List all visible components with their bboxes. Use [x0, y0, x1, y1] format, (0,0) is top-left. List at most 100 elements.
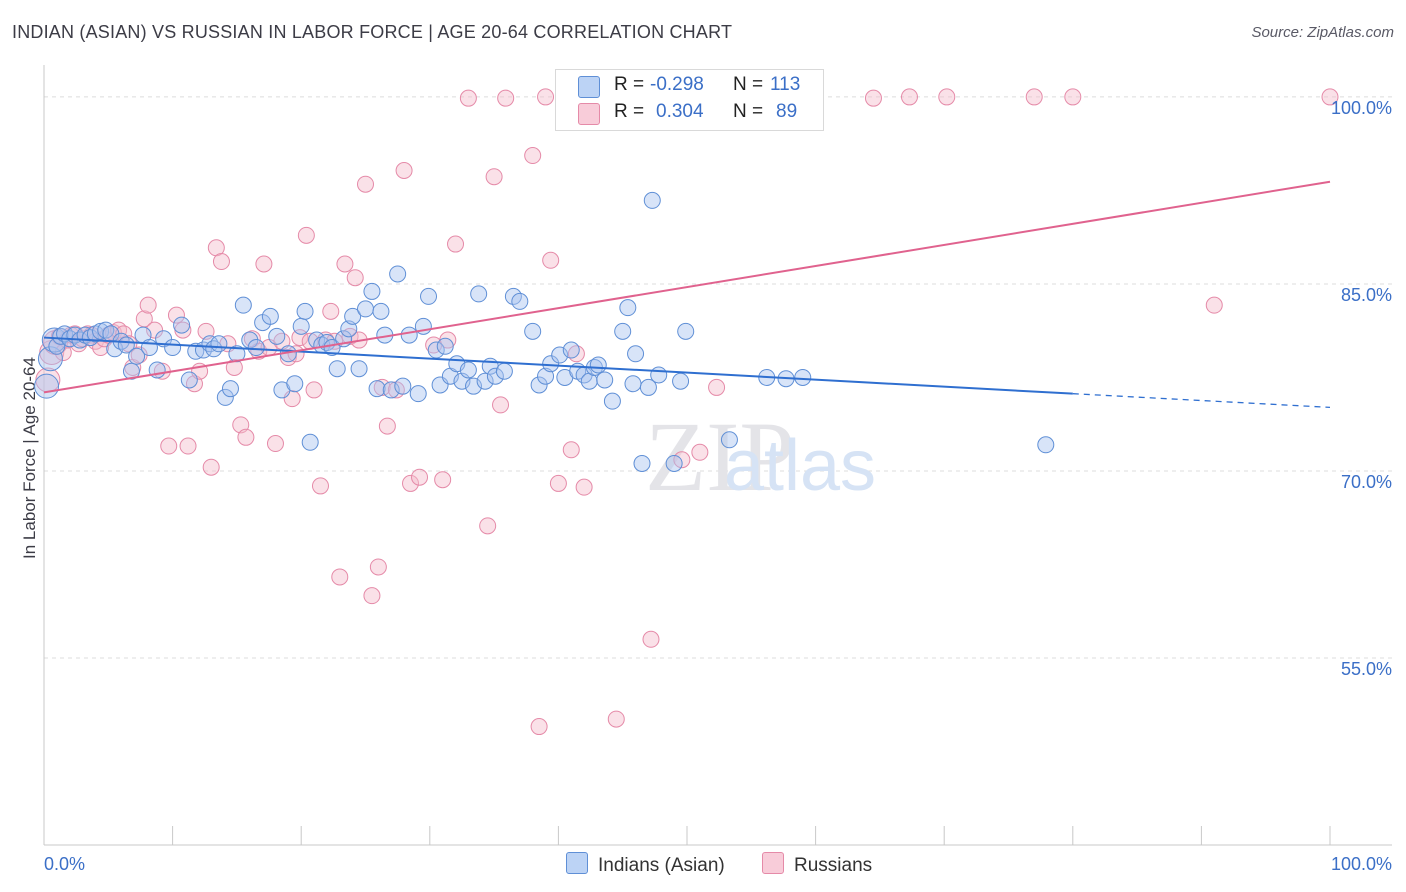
data-point [459, 361, 477, 379]
data-point [485, 168, 503, 186]
data-point [624, 375, 642, 393]
data-point [665, 454, 683, 472]
data-point [411, 468, 429, 486]
data-point [589, 356, 607, 374]
data-point [368, 380, 386, 398]
data-point [128, 347, 146, 365]
data-point [1205, 296, 1223, 314]
data-point [322, 302, 340, 320]
data-point [140, 339, 158, 357]
data-point [673, 451, 691, 469]
series-indians-asian-points [34, 191, 1055, 472]
data-point [237, 428, 255, 446]
trend-line-russians [43, 180, 1331, 394]
data-point [221, 380, 239, 398]
bottom-legend-swatch-pink [762, 852, 784, 874]
data-point [1064, 88, 1082, 106]
trend-line-indians-asian-extension [1072, 393, 1331, 409]
data-point [575, 478, 593, 496]
legend-r-label: R = [614, 101, 645, 122]
data-point [202, 458, 220, 476]
y-tick-label: 70.0% [1341, 472, 1392, 492]
y-tick-label: 100.0% [1331, 98, 1392, 118]
data-point [305, 381, 323, 399]
data-point [639, 378, 657, 396]
data-point [650, 366, 668, 384]
data-point [619, 299, 637, 317]
data-point [530, 718, 548, 736]
data-point [389, 265, 407, 283]
data-point [344, 307, 362, 325]
data-point [596, 371, 614, 389]
data-point [297, 226, 315, 244]
data-point [607, 710, 625, 728]
data-point [247, 339, 265, 357]
data-point [549, 474, 567, 492]
data-point [296, 302, 314, 320]
data-point [205, 340, 223, 358]
data-point [603, 392, 621, 410]
data-point [497, 89, 515, 107]
trend-lines [43, 180, 1331, 409]
data-point [672, 372, 690, 390]
data-point [562, 441, 580, 459]
data-point [167, 306, 185, 324]
data-point [511, 292, 529, 310]
data-point [633, 454, 651, 472]
data-point [524, 322, 542, 340]
data-point [216, 388, 234, 406]
data-point [542, 251, 560, 269]
data-point [1321, 88, 1339, 106]
data-point [357, 175, 374, 193]
legend-r-label: R = [614, 74, 645, 95]
data-point [900, 88, 918, 106]
data-point [179, 437, 197, 455]
source-credit: Source: ZipAtlas.com [1251, 24, 1394, 41]
data-point [255, 255, 273, 273]
data-point [210, 335, 228, 353]
data-point [476, 372, 494, 390]
data-point [261, 307, 279, 325]
data-point [409, 385, 427, 403]
data-point [286, 375, 304, 393]
data-point [492, 396, 510, 414]
data-point [268, 327, 286, 345]
data-point [212, 253, 230, 271]
bottom-legend-swatch-blue [566, 852, 588, 874]
data-point [37, 346, 63, 372]
data-point [486, 367, 504, 385]
data-point [794, 368, 812, 386]
data-point [436, 337, 454, 355]
bottom-legend-label: Russians [794, 855, 873, 876]
data-point [139, 296, 157, 314]
data-point [369, 558, 387, 576]
data-point [708, 378, 726, 396]
data-point [495, 362, 513, 380]
legend-n-label: N = [733, 101, 764, 122]
grid-lines [44, 96, 1392, 659]
data-point [311, 477, 329, 495]
data-point [542, 355, 560, 373]
data-point [395, 161, 413, 179]
data-point [363, 282, 381, 300]
data-point [720, 431, 738, 449]
data-point [470, 285, 488, 303]
data-point [41, 327, 67, 353]
data-point [1037, 436, 1055, 454]
legend-n-label: N = [733, 74, 764, 95]
data-point [1025, 88, 1043, 106]
data-point [173, 316, 191, 334]
data-point [232, 416, 250, 434]
data-point [346, 269, 364, 287]
legend-r-value: 0.304 [656, 101, 704, 122]
data-point [292, 317, 310, 335]
watermark-atlas: atlas [724, 426, 876, 506]
data-point [180, 371, 198, 389]
y-tick-label: 85.0% [1341, 285, 1392, 305]
data-point [155, 330, 173, 348]
data-point [350, 360, 368, 378]
x-tick-label: 0.0% [44, 854, 85, 874]
data-point [266, 435, 284, 453]
data-point [447, 235, 465, 253]
